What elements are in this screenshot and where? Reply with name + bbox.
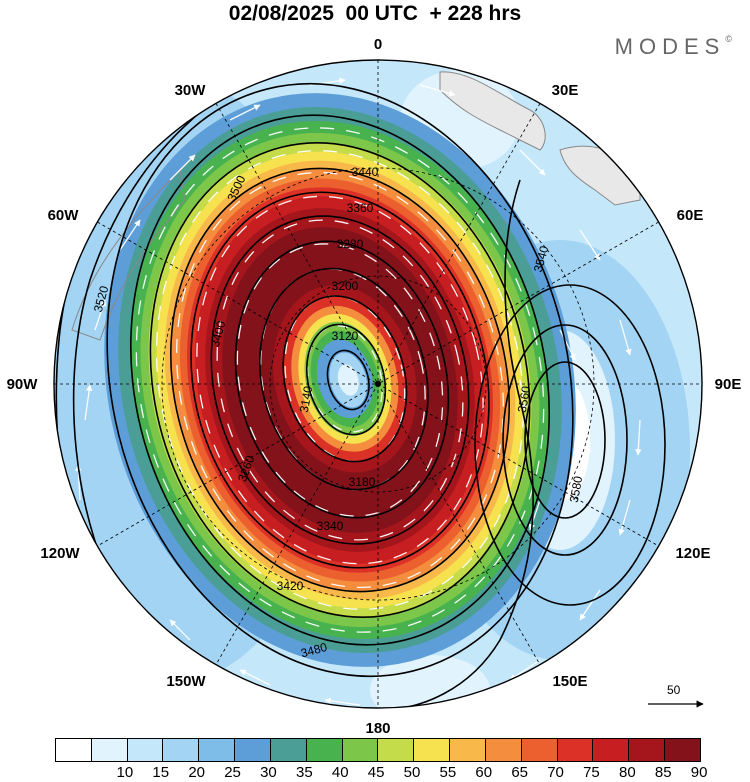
colorbar-labels: 10 15 20 25 30 35 40 45 50 55 60 65 70 75 80 85 90 [55,764,708,782]
lon-label-90w: 90W [7,376,39,393]
lon-label-90e: 90E [715,376,742,393]
colorbar-box [306,739,343,761]
colorbar-tick-label: 15 [152,764,170,781]
lon-label-60e: 60E [677,207,704,224]
colorbar-box [665,739,700,761]
contour-label: 3400 [208,319,229,349]
colorbar-tick-label: 25 [224,764,241,781]
lon-label-30w: 30W [175,82,207,99]
lon-label-120e: 120E [675,545,710,562]
colorbar-tick-label: 55 [439,764,457,781]
colorbar-box [163,739,200,761]
colorbar-box [414,739,451,761]
contour-label: 3280 [337,237,364,251]
colorbar-box [199,739,236,761]
lon-label-150e: 150E [552,673,587,690]
lon-label-30e: 30E [552,82,579,99]
contour-label: 3540 [531,244,552,274]
colorbar-tick-label: 45 [367,764,385,781]
colorbar-box [378,739,415,761]
colorbar-tick-label: 20 [188,764,205,781]
colorbar-box [91,739,128,761]
colorbar-tick-label: 35 [295,764,313,781]
pole-marker [375,381,381,387]
colorbar-box [450,739,486,761]
colorbar-box [557,739,594,761]
wind-vectors [75,77,642,708]
colorbar-tick-label: 85 [654,764,672,781]
colorbar-tick-label: 40 [331,764,349,781]
contour-label: 3120 [332,329,359,343]
colorbar-box [56,739,92,761]
lon-label-60w: 60W [48,207,80,224]
colorbar-box [629,739,666,761]
colorbar [55,738,701,762]
colorbar-tick-label: 90 [690,764,708,781]
colorbar-box [270,739,307,761]
colorbar-tick-label: 75 [583,764,600,781]
colorbar-tick-label: 80 [618,764,636,781]
contour-label: 3560 [515,385,533,414]
colorbar-tick-label: 65 [511,764,528,781]
map-boundary [53,59,703,709]
colorbar-tick-label: 70 [547,764,564,781]
longitude-labels: 0 30E 60E 90E 120E 150E 180 150W 120W 90… [7,36,742,737]
contour-label: 3440 [352,165,379,179]
colorbar-box [521,739,558,761]
reference-vector-label: 50 [667,683,681,697]
geopotential-contours [55,82,666,708]
colorbar-tick-label: 10 [116,764,134,781]
contour-label: 3480 [299,640,329,661]
contour-label: 3360 [347,201,374,215]
colorbar-box [127,739,164,761]
colorbar-tick-label: 30 [260,764,277,781]
map-title: 02/08/2025 00 UTC + 228 hrs [228,2,522,25]
contour-label: 3180 [349,475,376,489]
colorbar-box [342,739,379,761]
lon-label-150w: 150W [166,673,206,690]
contour-label: 3580 [567,475,585,504]
contour-label: 3520 [91,284,112,314]
colorbar-tick-label: 50 [403,764,421,781]
colorbar-box [485,739,522,761]
lon-label-0: 0 [374,36,382,53]
contour-label: 3140 [297,385,315,414]
colorbar-box [235,739,271,761]
contour-label: 3420 [277,579,304,593]
colorbar-tick-label: 60 [475,764,493,781]
contour-label: 3340 [317,519,344,533]
colorbar-box [593,739,630,761]
lon-label-180: 180 [365,720,390,737]
contour-label: 3200 [332,279,359,293]
brand-logo: MODES© [614,34,732,59]
lon-label-120w: 120W [40,545,80,562]
